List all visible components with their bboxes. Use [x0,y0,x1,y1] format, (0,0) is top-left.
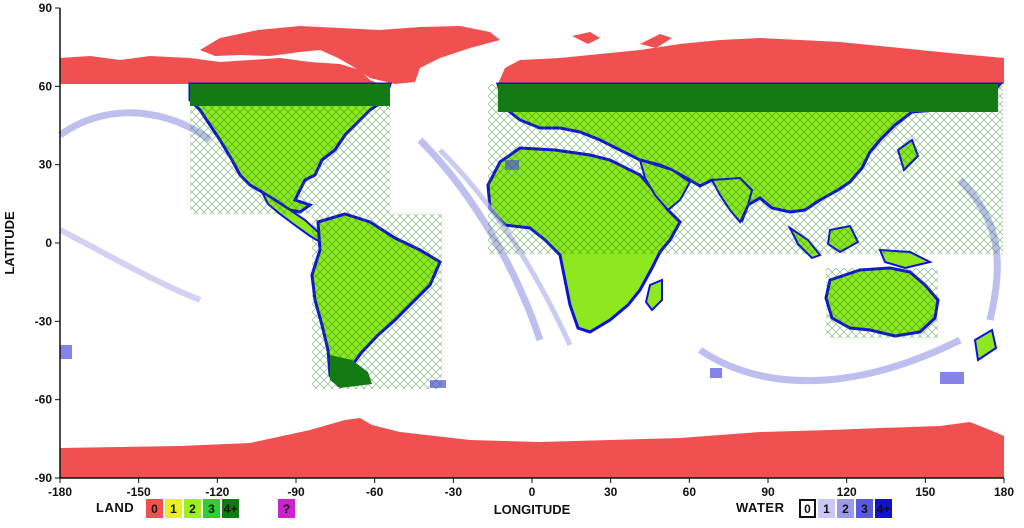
x-tick-label: -120 [205,485,229,499]
x-tick-label: 150 [915,485,935,499]
legend-land-swatch-1: 1 [165,499,182,518]
legend-water-swatch-3: 3 [856,499,873,518]
x-tick-group: -180 -150 -120 -90 -60 -30 0 30 60 90 120 150 180 [48,478,1014,499]
x-tick-label: -30 [445,485,463,499]
legend-swatch-unknown: ? [278,499,295,518]
antarctica-landmass [60,418,1004,478]
legend-water-swatch-0: 0 [799,499,816,518]
y-tick-group: 90 60 30 0 -30 -60 -90 [35,1,60,485]
greenland-landmass [200,26,500,84]
coverage-hatch [190,84,1003,389]
x-tick-label: -150 [127,485,151,499]
legend-water-swatch-2: 2 [837,499,854,518]
y-tick-label: 90 [39,1,53,15]
y-tick-label: -30 [35,314,53,328]
x-tick-label: 180 [994,485,1014,499]
x-tick-label: -90 [287,485,305,499]
new-zealand-island [973,328,998,362]
x-tick-label: 90 [761,485,775,499]
x-tick-label: 60 [683,485,697,499]
water-legend-label: WATER [736,500,785,515]
swath-arc-eastpac [58,227,202,303]
eurasia-arctic [498,38,1004,84]
y-tick-label: 60 [39,79,53,93]
legend-water-swatch-1: 1 [818,499,835,518]
x-tick-label: 30 [604,485,618,499]
y-axis-title: LATITUDE [2,211,17,275]
x-axis-title: LONGITUDE [494,502,571,517]
x-tick-label: -180 [48,485,72,499]
x-tick-label: 120 [837,485,857,499]
x-tick-label: -60 [366,485,384,499]
x-tick-label: 0 [529,485,536,499]
legend-land-swatch-4plus: 4+ [222,499,239,518]
y-tick-label: -60 [35,393,53,407]
land-legend-label: LAND [96,500,135,515]
legend-land-swatch-3: 3 [203,499,220,518]
north-america-arctic [60,56,380,84]
legend-land-swatch-0: 0 [146,499,163,518]
novaya-zemlya-island [640,34,672,48]
legend-water-swatch-4plus: 4+ [875,499,892,518]
y-tick-label: 0 [45,236,52,250]
madagascar-island [644,278,663,312]
legend-land-swatch-2: 2 [184,499,201,518]
svalbard-island [572,32,600,44]
swath-arc-indian [698,336,962,385]
y-tick-label: 30 [39,158,53,172]
y-tick-label: -90 [35,471,53,485]
